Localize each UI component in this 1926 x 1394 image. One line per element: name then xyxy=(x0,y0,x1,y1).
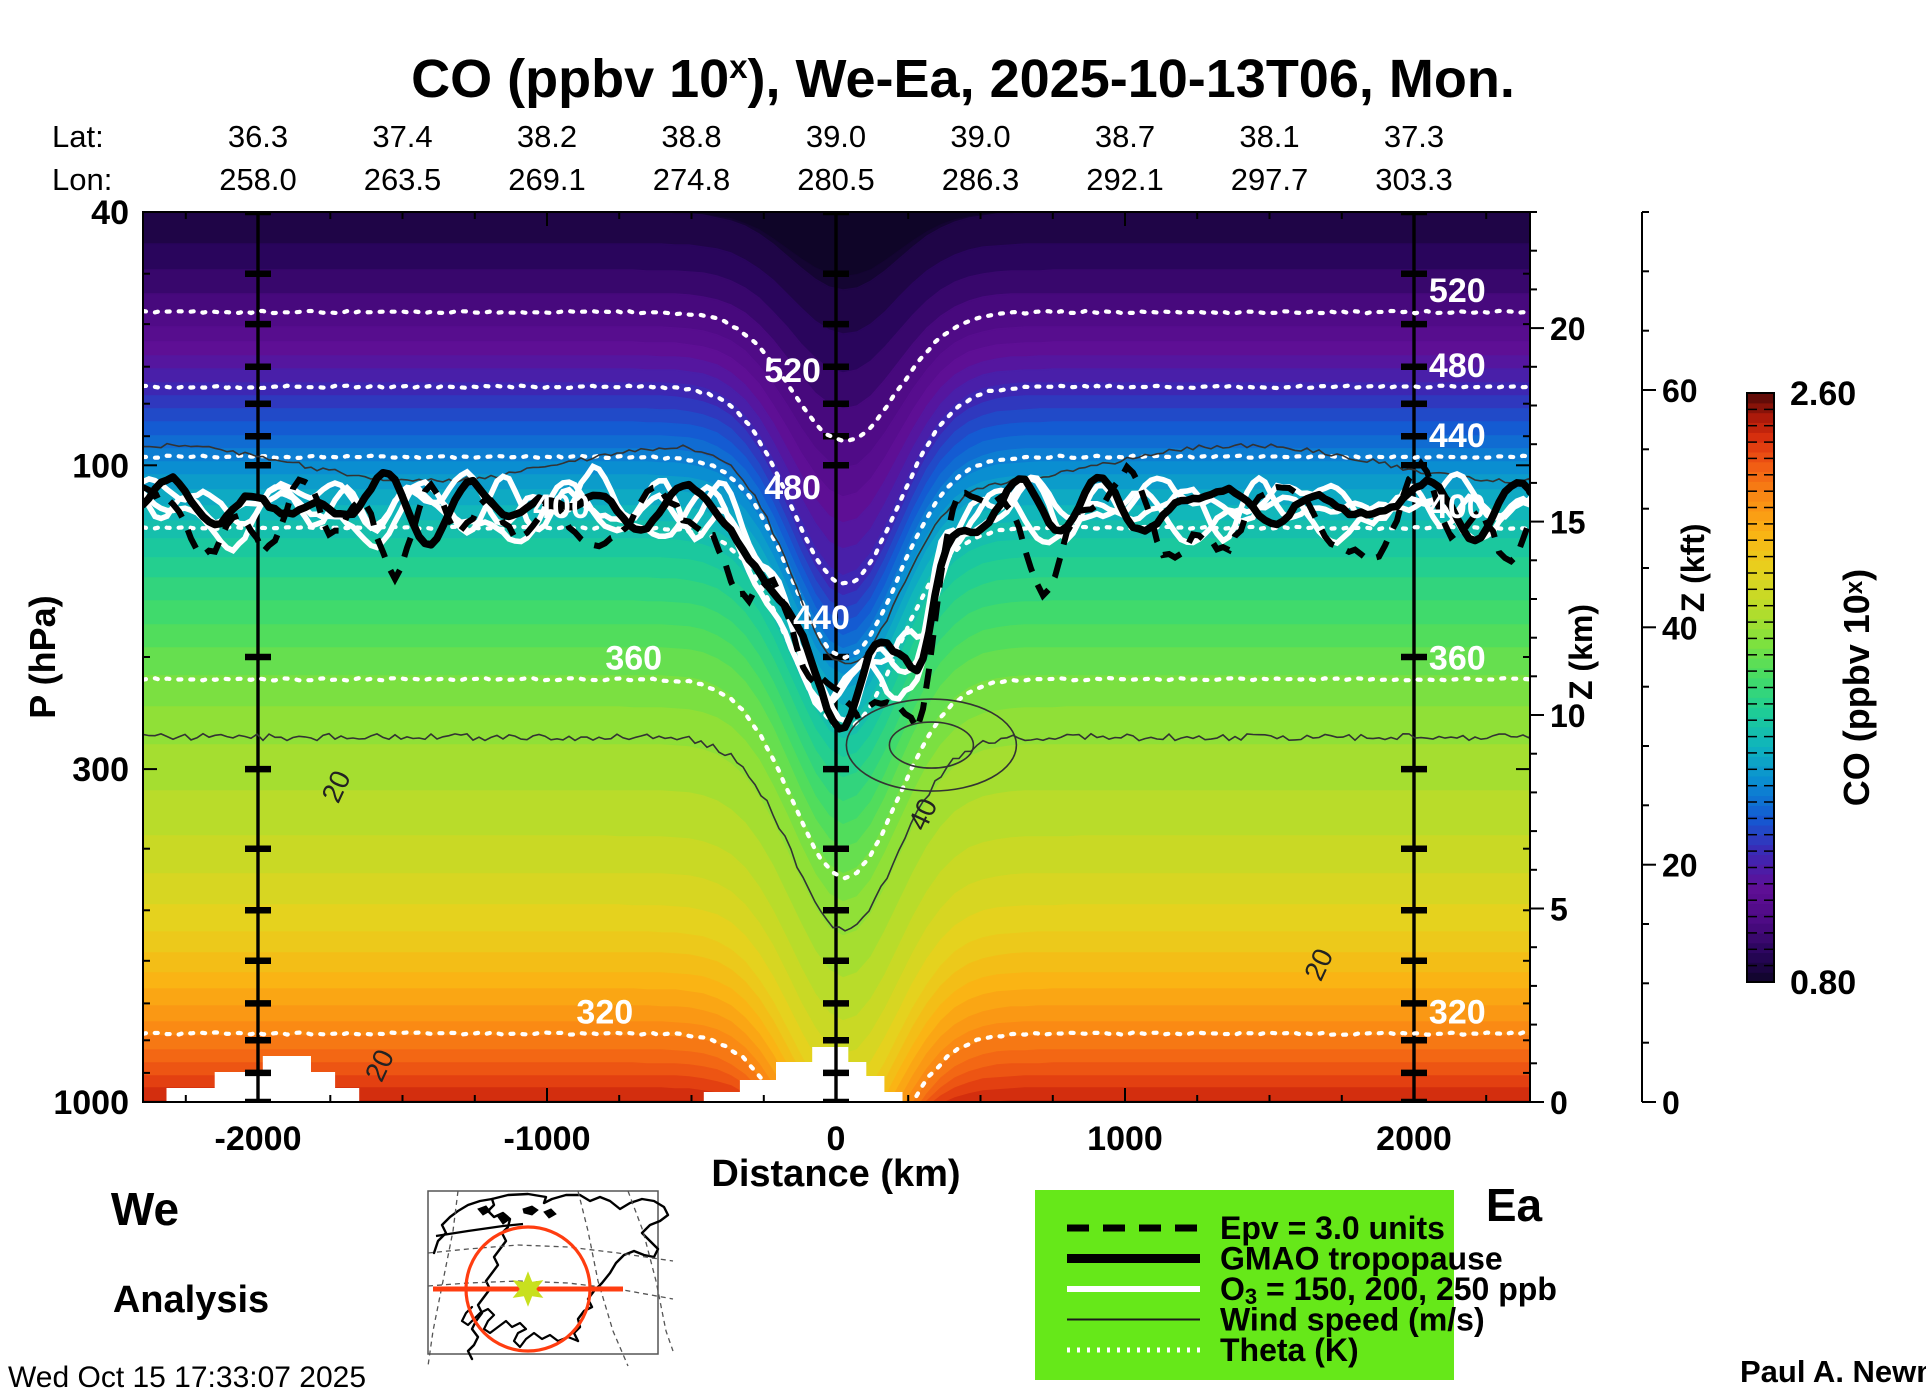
svg-text:1000: 1000 xyxy=(1087,1120,1163,1158)
svg-text:Analysis: Analysis xyxy=(113,1279,269,1321)
svg-text:37.3: 37.3 xyxy=(1384,119,1444,154)
svg-text:263.5: 263.5 xyxy=(364,162,442,197)
svg-text:38.8: 38.8 xyxy=(661,119,721,154)
svg-text:39.0: 39.0 xyxy=(950,119,1010,154)
svg-text:38.2: 38.2 xyxy=(517,119,577,154)
svg-text:258.0: 258.0 xyxy=(219,162,297,197)
svg-text:37.4: 37.4 xyxy=(372,119,432,154)
svg-text:40: 40 xyxy=(91,194,129,232)
svg-text:303.3: 303.3 xyxy=(1375,162,1453,197)
svg-text:Ea: Ea xyxy=(1486,1179,1543,1231)
svg-text:Distance (km): Distance (km) xyxy=(711,1153,960,1195)
svg-text:20: 20 xyxy=(1550,311,1586,347)
svg-text:280.5: 280.5 xyxy=(797,162,875,197)
svg-text:Paul A. Newman (NASA): Paul A. Newman (NASA) xyxy=(1740,1354,1926,1389)
svg-text:-1000: -1000 xyxy=(504,1120,591,1158)
svg-text:38.7: 38.7 xyxy=(1095,119,1155,154)
svg-text:0.80: 0.80 xyxy=(1790,964,1856,1002)
svg-text:Theta (K): Theta (K) xyxy=(1220,1332,1359,1368)
svg-text:39.0: 39.0 xyxy=(806,119,866,154)
svg-text:38.1: 38.1 xyxy=(1239,119,1299,154)
svg-text:P (hPa): P (hPa) xyxy=(22,595,63,718)
svg-text:20: 20 xyxy=(1662,848,1698,884)
svg-text:5: 5 xyxy=(1550,892,1568,928)
svg-text:We: We xyxy=(111,1183,179,1235)
svg-text:2.60: 2.60 xyxy=(1790,375,1856,413)
svg-text:1000: 1000 xyxy=(53,1084,129,1122)
svg-text:10: 10 xyxy=(1550,698,1586,734)
svg-text:2000: 2000 xyxy=(1376,1120,1452,1158)
svg-text:100: 100 xyxy=(72,447,129,485)
svg-text:36.3: 36.3 xyxy=(228,119,288,154)
svg-text:286.3: 286.3 xyxy=(942,162,1020,197)
svg-text:15: 15 xyxy=(1550,505,1586,541)
svg-text:269.1: 269.1 xyxy=(508,162,586,197)
svg-text:Lon:: Lon: xyxy=(52,162,112,197)
svg-text:-2000: -2000 xyxy=(215,1120,302,1158)
svg-text:297.7: 297.7 xyxy=(1231,162,1309,197)
svg-text:300: 300 xyxy=(72,751,129,789)
svg-text:Z (km): Z (km) xyxy=(1563,604,1599,700)
svg-text:CO (ppbv 10x): CO (ppbv 10x) xyxy=(1836,569,1877,806)
svg-text:Wed Oct 15 17:33:07 2025: Wed Oct 15 17:33:07 2025 xyxy=(8,1361,366,1394)
svg-text:60: 60 xyxy=(1662,373,1698,409)
svg-text:0: 0 xyxy=(1550,1085,1568,1121)
svg-text:292.1: 292.1 xyxy=(1086,162,1164,197)
svg-text:0: 0 xyxy=(1662,1085,1680,1121)
svg-text:Lat:: Lat: xyxy=(52,119,104,154)
svg-text:274.8: 274.8 xyxy=(653,162,731,197)
svg-text:Z (kft): Z (kft) xyxy=(1675,523,1711,612)
svg-text:40: 40 xyxy=(1662,610,1698,646)
